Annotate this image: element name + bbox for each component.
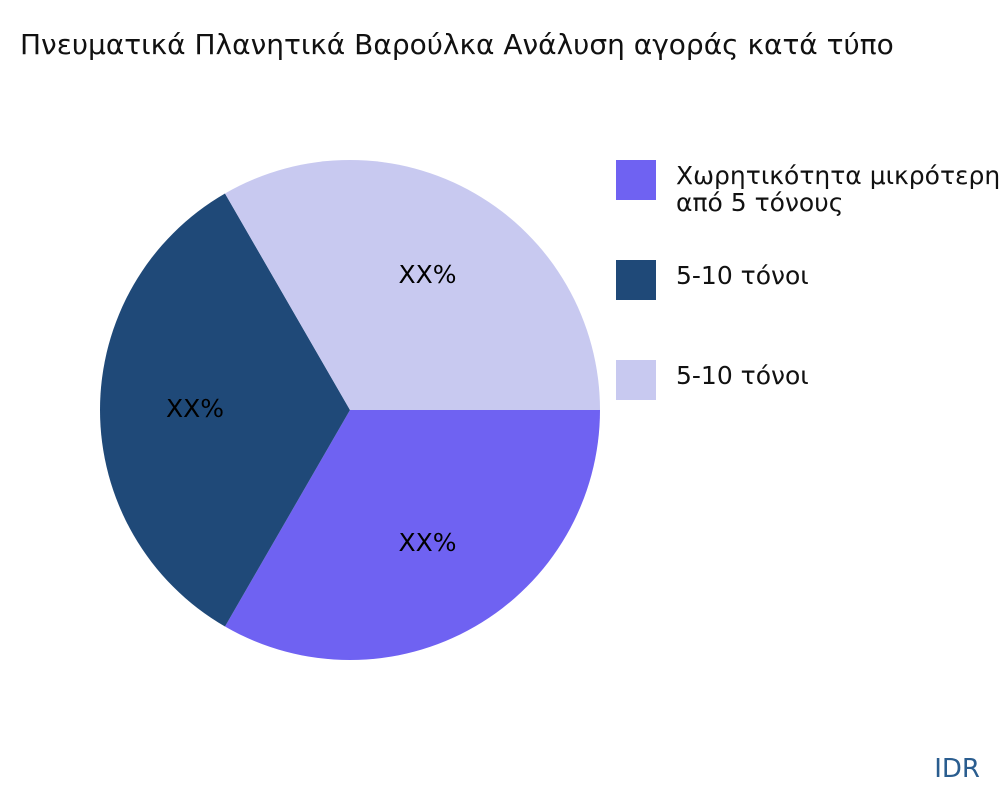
legend-label: 5-10 τόνοι bbox=[676, 261, 809, 290]
legend-label: 5-10 τόνοι bbox=[676, 361, 809, 390]
chart-title: Πνευματικά Πλανητικά Βαρούλκα Ανάλυση αγ… bbox=[20, 28, 894, 61]
source: IDR bbox=[934, 754, 980, 784]
pie-slice bbox=[225, 410, 600, 660]
legend-item: 5-10 τόνοι bbox=[616, 258, 1000, 358]
legend-swatch bbox=[616, 160, 656, 200]
legend-item: 5-10 τόνοι bbox=[616, 358, 1000, 458]
slice-label: XX% bbox=[166, 394, 224, 423]
slice-label: XX% bbox=[398, 260, 456, 289]
slice-label: XX% bbox=[398, 528, 456, 557]
legend-swatch bbox=[616, 360, 656, 400]
legend-swatch bbox=[616, 260, 656, 300]
legend-item: Χωρητικότητα μικρότερη από 5 τόνους bbox=[616, 158, 1000, 258]
legend: Χωρητικότητα μικρότερη από 5 τόνους 5-10 … bbox=[616, 158, 1000, 458]
legend-label: Χωρητικότητα μικρότερη από 5 τόνους bbox=[676, 161, 1000, 217]
pie-slice bbox=[225, 160, 600, 410]
